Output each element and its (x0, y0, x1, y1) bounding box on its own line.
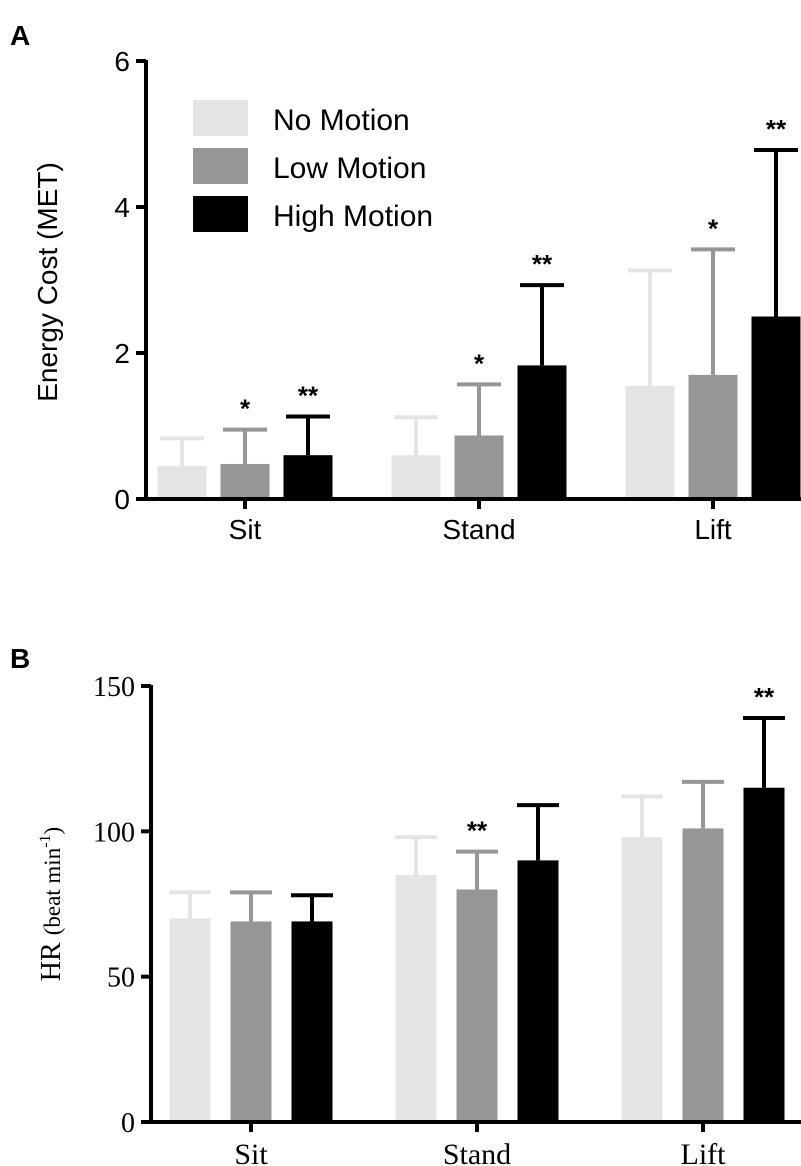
panel-b-significance-marks: ** ** (467, 682, 775, 846)
a-bar-stand-no-motion (391, 455, 441, 499)
b-bar-stand-high-motion (517, 860, 559, 1122)
panel-b-bars (169, 787, 785, 1122)
panel-a-legend: No Motion Low Motion High Motion (193, 100, 433, 233)
panel-b-letter: B (10, 643, 30, 674)
b-x-tick-label-stand: Stand (443, 1138, 511, 1166)
b-bar-stand-no-motion (395, 874, 437, 1122)
a-bar-sit-high-motion-significance-mark: ** (298, 381, 319, 411)
a-bar-stand-low-motion (454, 435, 504, 499)
a-x-tick-label-stand: Stand (442, 514, 515, 545)
panel-b-x-ticks: Sit Stand Lift (234, 1122, 726, 1166)
b-bar-lift-low-motion (682, 828, 724, 1122)
a-bar-stand-high-motion (517, 365, 567, 499)
panel-b-y-axis-label-exponent: -1 (37, 834, 54, 847)
b-bar-stand-low-motion-significance-mark: ** (467, 816, 488, 846)
a-bar-stand-low-motion-significance-mark: * (474, 348, 485, 378)
b-bar-lift-high-motion-significance-mark: ** (754, 682, 775, 712)
panel-b: B HR (beat min-1) ** ** 0 50 100 150 Sit Stan… (10, 643, 801, 1166)
a-x-tick-label-lift: Lift (694, 514, 732, 545)
b-y-tick-label-0: 0 (121, 1108, 135, 1139)
legend-swatch-no-motion (193, 100, 248, 136)
panel-a-y-ticks: 0 2 4 6 (114, 46, 146, 515)
panel-b-y-axis-label-main: HR (36, 935, 67, 981)
a-y-tick-label-6: 6 (114, 46, 130, 77)
b-bar-sit-high-motion (291, 921, 333, 1122)
a-y-tick-label-0: 0 (114, 484, 130, 515)
b-bar-stand-low-motion (456, 889, 498, 1122)
a-bar-stand-high-motion-significance-mark: ** (532, 249, 553, 279)
a-bar-sit-high-motion (283, 455, 333, 499)
panel-a-letter: A (10, 20, 30, 51)
a-bar-lift-high-motion-significance-mark: ** (766, 114, 787, 144)
legend-swatch-low-motion (193, 148, 248, 184)
panel-a-bars (157, 316, 801, 499)
panel-b-y-ticks: 0 50 100 150 (93, 672, 151, 1139)
legend-label-low-motion: Low Motion (273, 152, 426, 185)
a-bar-lift-low-motion-significance-mark: * (708, 213, 719, 243)
b-x-tick-label-lift: Lift (681, 1138, 727, 1166)
a-bar-lift-low-motion (688, 374, 738, 499)
b-bar-sit-low-motion (230, 921, 272, 1122)
panel-b-error-bars (169, 715, 785, 922)
a-bar-sit-low-motion-significance-mark: * (240, 394, 251, 424)
b-bar-sit-no-motion (169, 918, 211, 1122)
b-y-tick-label-150: 150 (93, 672, 135, 703)
legend-label-high-motion: High Motion (273, 200, 433, 233)
legend-swatch-high-motion (193, 196, 248, 232)
a-y-tick-label-2: 2 (114, 338, 130, 369)
legend-label-no-motion: No Motion (273, 104, 410, 137)
panel-b-y-axis-label-close: ) (40, 827, 65, 835)
a-x-tick-label-sit: Sit (229, 514, 262, 545)
panel-a-error-bars (160, 148, 798, 467)
panel-a-y-axis-label: Energy Cost (MET) (32, 162, 63, 402)
panel-b-y-axis-label-unit: (beat min (40, 847, 65, 935)
b-bar-lift-high-motion (743, 787, 785, 1122)
b-y-tick-label-100: 100 (93, 817, 135, 848)
a-bar-sit-no-motion (157, 466, 207, 499)
a-bar-lift-high-motion (751, 316, 801, 499)
a-bar-lift-no-motion (625, 385, 675, 499)
b-bar-lift-no-motion (621, 837, 663, 1122)
b-x-tick-label-sit: Sit (234, 1138, 268, 1166)
panel-a-significance-marks: * ******** (240, 114, 787, 424)
panel-b-y-axis-label: HR (beat min-1) (36, 827, 67, 981)
b-y-tick-label-50: 50 (107, 963, 135, 994)
a-bar-sit-low-motion (220, 463, 270, 499)
panel-a-x-ticks: Sit Stand Lift (229, 499, 732, 545)
a-y-tick-label-4: 4 (114, 192, 130, 223)
